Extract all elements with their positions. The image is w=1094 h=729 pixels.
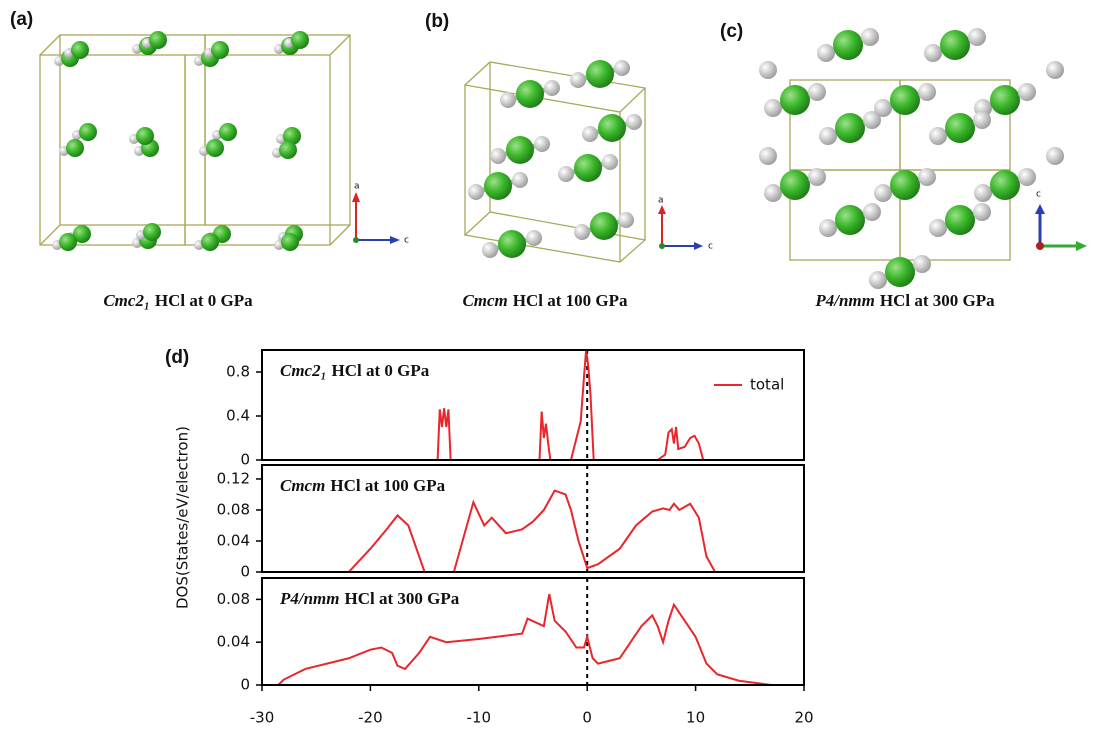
y-axis-label: DOS(States/eV/electron) [174,426,192,609]
plot-frame [262,578,804,685]
title-italic: Cmc2₁ [280,361,327,380]
x-tick-label: -10 [467,709,492,727]
panel-label: (c) [720,21,743,42]
x-tick-label: 10 [686,709,705,727]
title-italic: P4/nmm [279,589,340,608]
title-text: HCl at 300 GPa [345,589,460,608]
chart-title: Cmc2₁ HCl at 0 GPa [280,361,430,380]
structure-a: a c [40,31,409,251]
panel-label: (d) [165,347,189,368]
chart-title: P4/nmm HCl at 300 GPa [279,589,460,608]
title-text: HCl at 100 GPa [330,476,445,495]
axis-letter: a [354,182,360,192]
axis-letter: c [1036,190,1041,200]
y-tick-label: 0.08 [217,590,250,608]
y-tick-label: 0.04 [217,531,250,549]
figure: (a) (b) (c) (d) a c Cmc2₁ HCl at 0 GPa a … [0,0,1094,729]
x-tick-label: -30 [250,709,275,727]
y-tick-label: 0.12 [217,469,250,487]
axis-letter: a [658,196,664,206]
axis-letter: c [708,242,713,252]
dos-line [414,350,723,460]
y-tick-label: 0 [240,563,250,581]
legend-label: total [750,376,784,394]
panel-label: (b) [425,11,449,32]
x-tick-label: -20 [358,709,383,727]
structure-c: c [759,28,1087,289]
y-tick-label: 0 [240,676,250,694]
title-italic: Cmcm [280,476,325,495]
x-tick-label: 0 [582,709,592,727]
title-text: HCl at 0 GPa [332,361,430,380]
axis-letter: c [404,236,409,246]
structure-b: a c [465,60,713,262]
y-tick-label: 0.8 [226,363,250,381]
y-tick-label: 0.08 [217,500,250,518]
x-tick-label: 20 [794,709,813,727]
y-tick-label: 0.04 [217,633,250,651]
y-tick-label: 0 [240,451,250,469]
panel-label: (a) [10,9,33,30]
dos-line [327,491,750,572]
chart-title: Cmcm HCl at 100 GPa [280,476,446,495]
y-tick-label: 0.4 [226,407,250,425]
